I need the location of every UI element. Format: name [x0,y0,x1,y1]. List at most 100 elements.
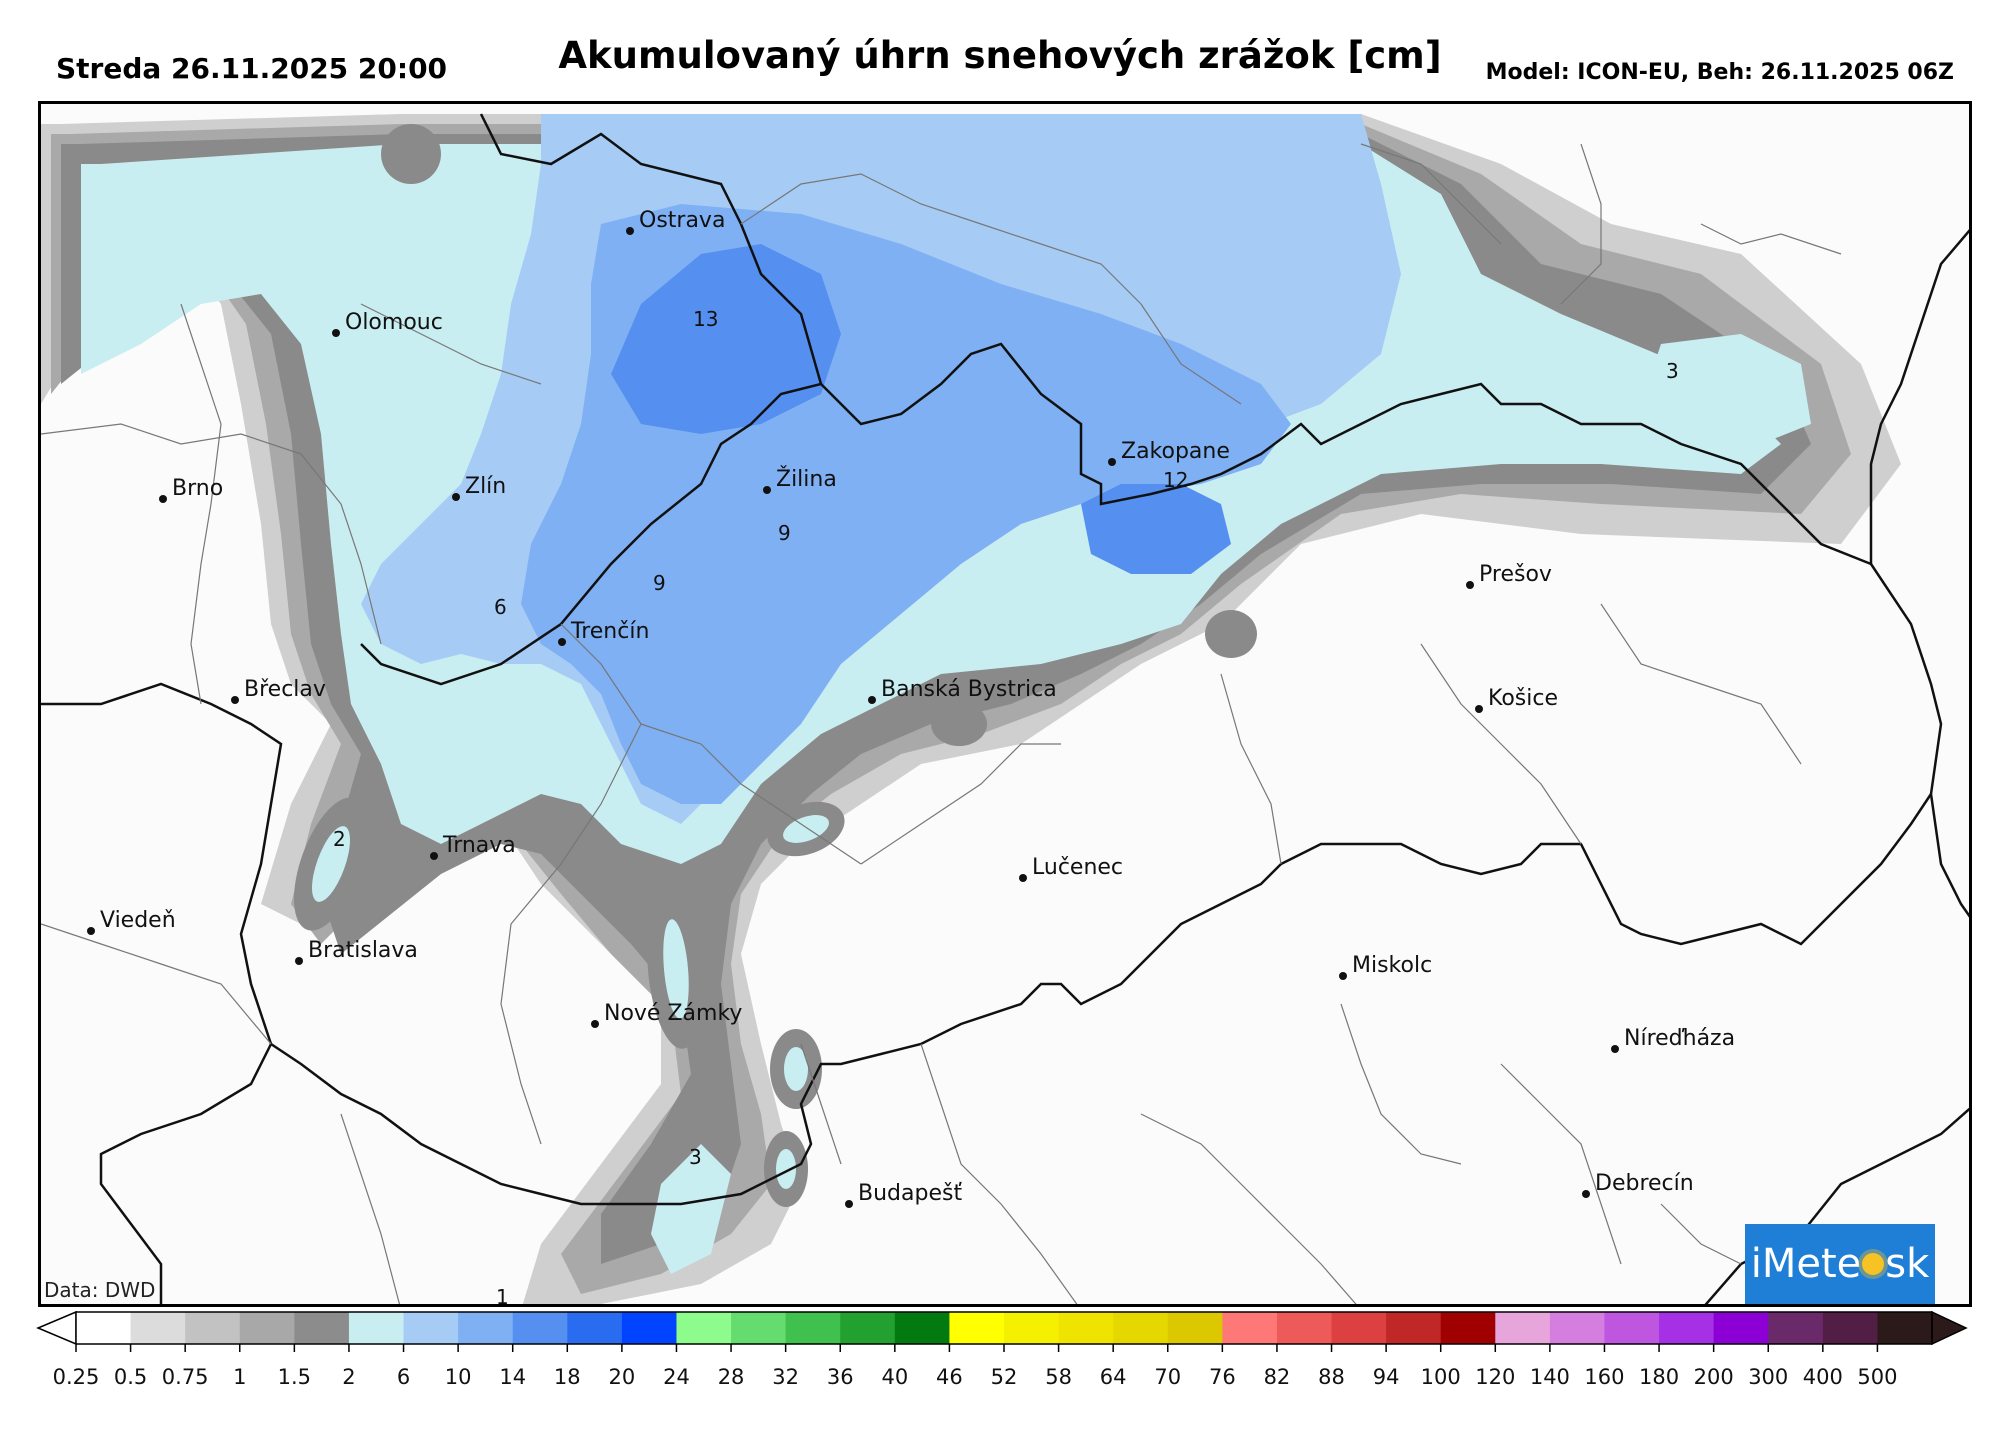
model-run-info: Model: ICON-EU, Beh: 26.11.2025 06Z [1485,60,1954,85]
city-marker: Banská Bystrica [868,677,1057,704]
legend-tick-label: 76 [1209,1365,1236,1389]
imeteo-logo[interactable]: iMete sk [1745,1224,1935,1304]
legend-tick-label: 20 [609,1365,636,1389]
legend-tick-label: 40 [881,1365,908,1389]
contour-label: 9 [653,571,666,595]
city-label: Níreďháza [1624,1026,1735,1051]
legend-swatch [1549,1312,1605,1344]
city-marker: Břeclav [231,677,326,704]
legend-swatch [949,1312,1005,1344]
legend-swatch [1004,1312,1060,1344]
legend-tick-label: 0.5 [114,1365,147,1389]
legend-swatches [36,1310,1968,1346]
contour-label: 3 [689,1145,702,1169]
snow-accumulation-map: 13 12 9 9 6 3 2 3 1 Ostrava Olomouc Brno… [41,104,1969,1307]
legend-swatch [1222,1312,1278,1344]
legend-tick-label: 18 [554,1365,581,1389]
city-label: Zlín [465,474,506,499]
contour-label: 1 [496,1285,509,1307]
city-label: Ostrava [639,208,725,233]
legend-tick-label: 88 [1318,1365,1345,1389]
valid-time: Streda 26.11.2025 20:00 [56,52,448,85]
legend-swatch [76,1312,132,1344]
legend-swatch [894,1312,950,1344]
contour-label: 12 [1163,468,1188,492]
city-label: Žilina [776,466,837,492]
region-borders [41,143,1842,1304]
legend-tick-label: 14 [499,1365,526,1389]
contour-labels: 13 12 9 9 6 3 2 3 1 [333,307,1679,1307]
logo-text-left: iMete [1750,1241,1862,1287]
city-label: Bratislava [308,938,418,963]
legend-swatch [1331,1312,1387,1344]
city-marker: Zlín [452,474,506,501]
city-marker: Nové Zámky [591,1001,742,1028]
legend-swatch [1167,1312,1223,1344]
legend-tick-label: 140 [1530,1365,1570,1389]
legend-swatch [512,1312,568,1344]
legend-tick-label: 0.75 [162,1365,209,1389]
city-marker: Zakopane [1108,439,1230,466]
logo-text-right: sk [1885,1241,1930,1287]
legend-swatch [458,1312,514,1344]
legend-tick-label: 1.5 [278,1365,311,1389]
city-marker: Lučenec [1019,855,1123,882]
city-label: Olomouc [345,310,443,335]
city-marker: Košice [1475,686,1558,713]
legend-tick-label: 82 [1264,1365,1291,1389]
legend-tick-label: 200 [1694,1365,1734,1389]
contour-label: 13 [693,307,718,331]
city-label: Nové Zámky [604,1001,742,1026]
data-source-credit: Data: DWD [44,1278,156,1302]
city-marker: Miskolc [1339,953,1432,980]
legend-arrow-left [36,1310,77,1346]
legend-ticks: 0.25 0.5 0.75 1 1.5 2 6 10 14 18 20 24 28 32 36 40 46 52 5… [53,1344,1897,1389]
legend-tick-label: 1 [233,1365,246,1389]
legend-tick-label: 28 [718,1365,745,1389]
cities: Ostrava Olomouc Brno Zlín Žilina Zakopan… [87,208,1735,1208]
legend-swatch [785,1312,841,1344]
city-marker: Brno [159,476,223,503]
snow-band-dark-blue [611,244,1231,574]
legend-swatch [1713,1312,1769,1344]
legend-swatch [731,1312,787,1344]
contour-label: 2 [333,827,346,851]
sun-icon [1862,1253,1885,1275]
legend-swatch [1440,1312,1496,1344]
contour-label: 9 [778,521,791,545]
legend-arrow-right [1931,1310,1968,1346]
legend-swatch [1604,1312,1660,1344]
city-label: Miskolc [1352,953,1432,978]
legend-swatch [1495,1312,1551,1344]
city-label: Prešov [1479,562,1552,587]
city-label: Košice [1488,686,1558,711]
city-marker: Ostrava [626,208,725,235]
city-label: Debrecín [1595,1171,1694,1196]
legend-tick-label: 6 [397,1365,410,1389]
city-marker: Níreďháza [1611,1026,1735,1053]
legend-swatch [403,1312,459,1344]
legend-tick-label: 94 [1373,1365,1400,1389]
map-panel: 13 12 9 9 6 3 2 3 1 Ostrava Olomouc Brno… [38,101,1972,1307]
city-label: Brno [172,476,223,501]
city-label: Zakopane [1121,439,1230,464]
legend-tick-label: 58 [1045,1365,1072,1389]
legend-swatch [1058,1312,1114,1344]
legend-tick-label: 160 [1584,1365,1624,1389]
legend-swatch [1659,1312,1715,1344]
legend-tick-label: 300 [1748,1365,1788,1389]
legend-tick-label: 52 [991,1365,1018,1389]
legend-tick-label: 70 [1154,1365,1181,1389]
country-borders [41,113,1969,1304]
legend-swatch [130,1312,186,1344]
city-marker: Žilina [763,466,837,494]
legend-tick-label: 64 [1100,1365,1127,1389]
legend-swatch [1276,1312,1333,1344]
city-marker: Trnava [430,833,516,860]
legend-tick-label: 46 [936,1365,963,1389]
legend-tick-label: 36 [827,1365,854,1389]
city-label: Lučenec [1032,855,1123,880]
legend-swatch [1113,1312,1169,1344]
city-label: Budapešť [858,1181,962,1206]
city-marker: Trenčín [558,619,649,646]
